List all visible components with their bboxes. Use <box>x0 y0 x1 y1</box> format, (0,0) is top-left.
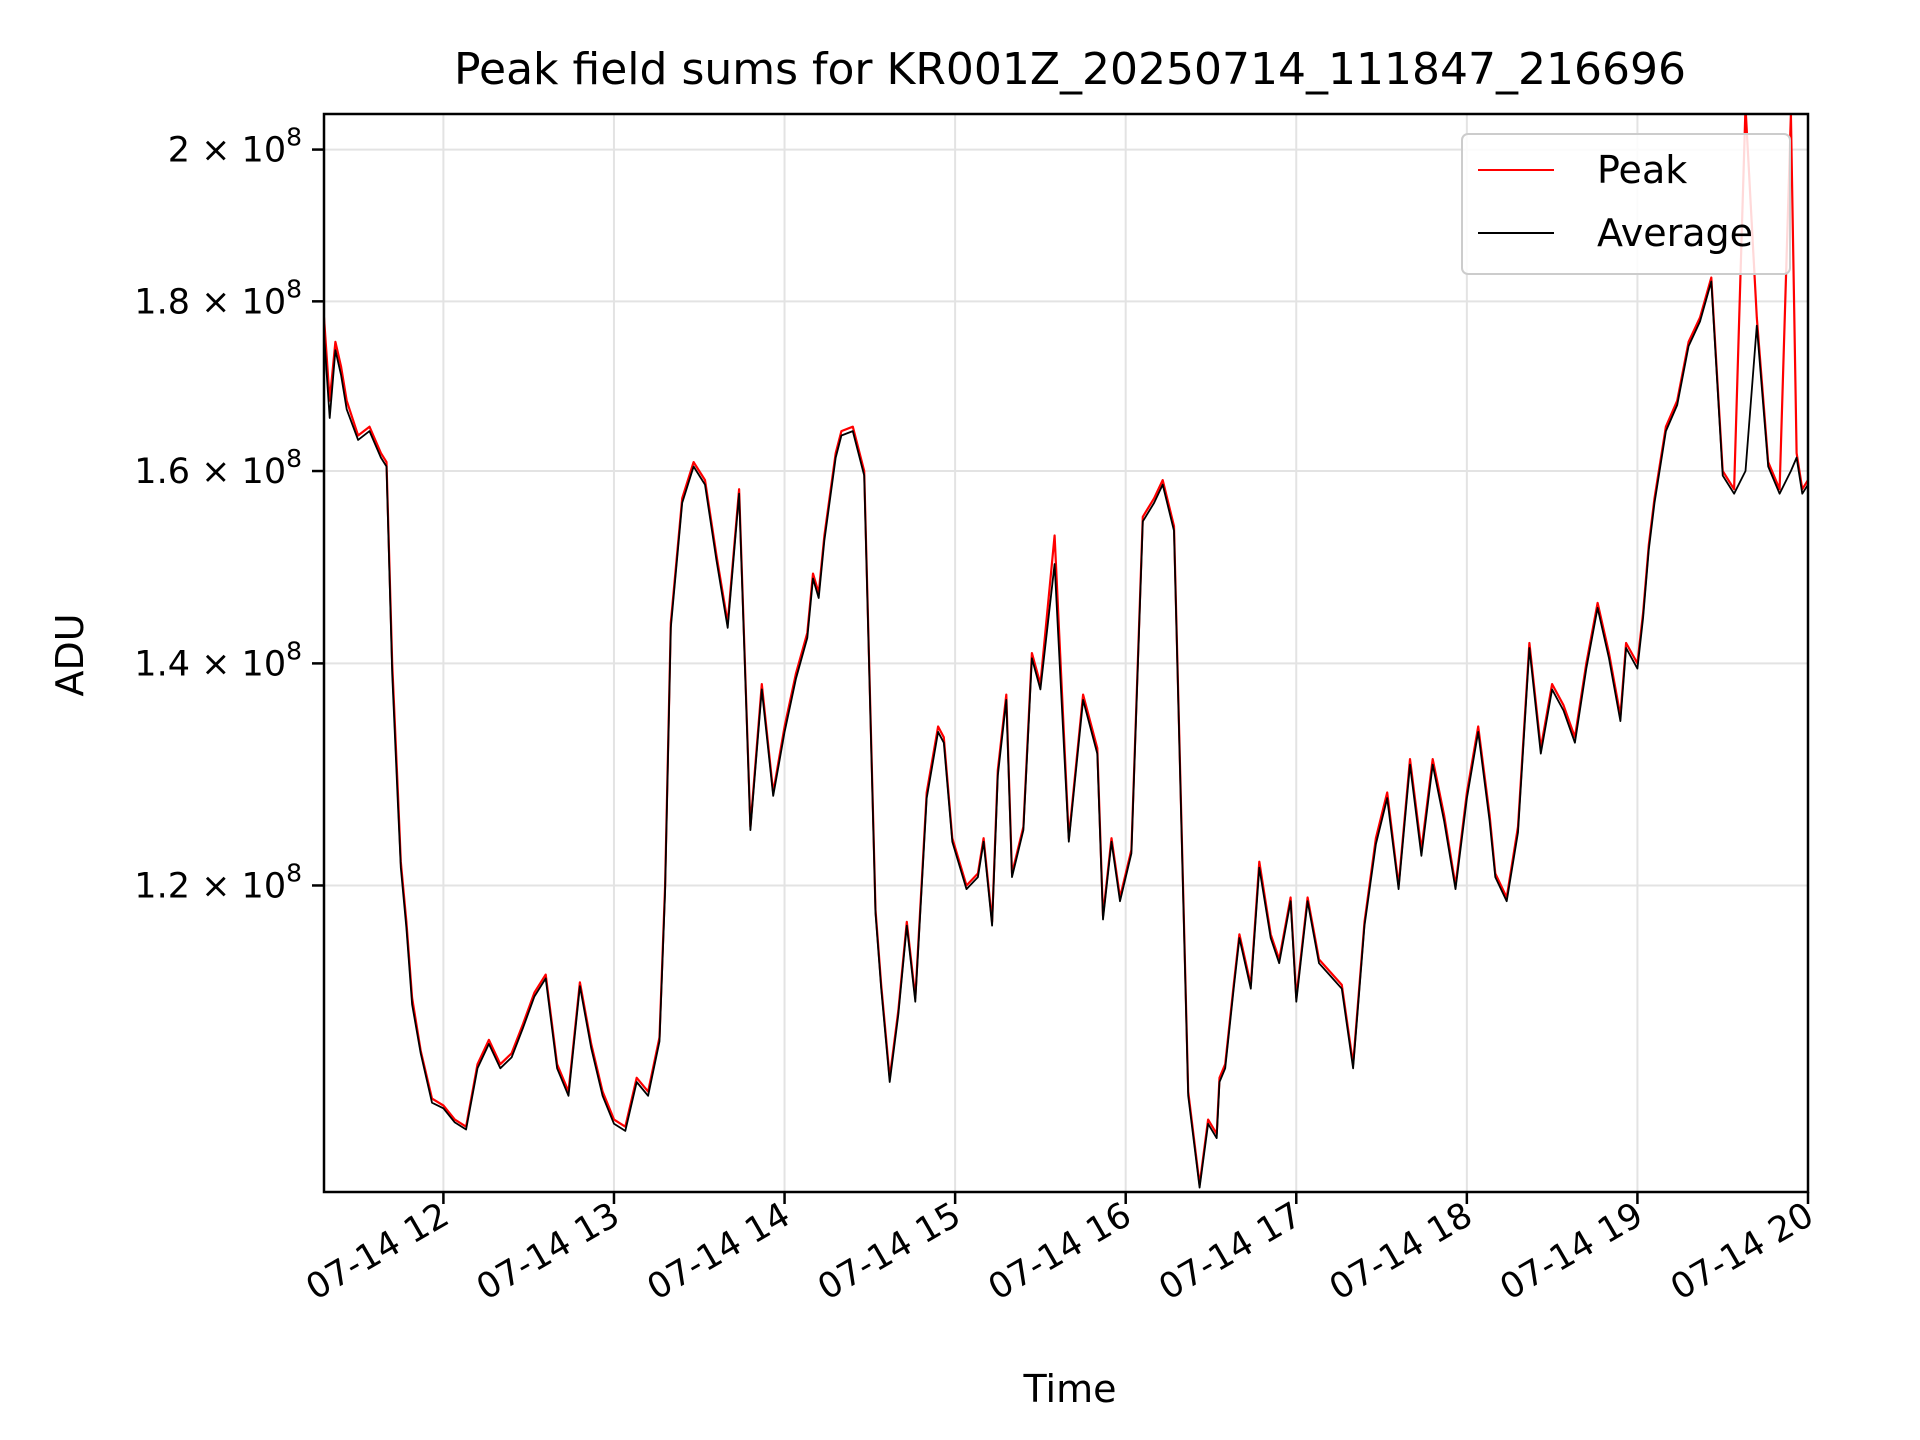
y-tick-label: 1.6 × 108 <box>134 444 302 492</box>
x-tick-label: 07-14 15 <box>811 1195 967 1308</box>
chart-title: Peak field sums for KR001Z_20250714_1118… <box>454 44 1686 95</box>
y-tick-label: 1.8 × 108 <box>134 274 302 322</box>
y-tick-mantissa: 1.6 <box>134 452 190 492</box>
y-tick-mantissa: 2 <box>168 131 190 171</box>
y-tick-times: × 10 <box>190 866 286 906</box>
x-tick-label: 07-14 14 <box>641 1195 797 1308</box>
y-tick-mantissa: 1.2 <box>134 866 190 906</box>
x-tick-label: 07-14 13 <box>470 1195 626 1308</box>
legend: Peak Average <box>1461 133 1791 275</box>
y-tick-label: 1.2 × 108 <box>134 858 302 906</box>
x-tick-label: 07-14 16 <box>982 1195 1138 1308</box>
plot-frame <box>322 112 1810 1194</box>
legend-label-peak: Peak <box>1597 148 1687 192</box>
legend-label-average: Average <box>1597 211 1753 255</box>
x-tick-label: 07-14 12 <box>300 1195 456 1308</box>
y-tick-times: × 10 <box>190 452 286 492</box>
grid <box>324 114 1809 1192</box>
y-tick-exponent: 8 <box>286 444 302 473</box>
x-axis-label: Time <box>1023 1367 1117 1411</box>
x-tick-label: 07-14 19 <box>1494 1195 1650 1308</box>
x-tick-label: 07-14 17 <box>1152 1195 1308 1308</box>
y-tick-exponent: 8 <box>286 858 302 887</box>
y-tick-times: × 10 <box>190 282 286 322</box>
x-tick-label: 07-14 20 <box>1664 1195 1820 1308</box>
y-tick-label: 1.4 × 108 <box>134 636 302 684</box>
x-tick-label: 07-14 18 <box>1323 1195 1479 1308</box>
series-line-average <box>324 280 1808 1189</box>
y-tick-label: 2 × 108 <box>168 123 302 171</box>
y-tick-mantissa: 1.8 <box>134 282 190 322</box>
y-axis-label: ADU <box>48 613 92 696</box>
y-tick-times: × 10 <box>190 131 286 171</box>
y-tick-mantissa: 1.4 <box>134 644 190 684</box>
y-tick-exponent: 8 <box>286 636 302 665</box>
plot-lines <box>324 114 1808 1189</box>
y-tick-exponent: 8 <box>286 274 302 303</box>
y-tick-times: × 10 <box>190 644 286 684</box>
y-tick-exponent: 8 <box>286 123 302 152</box>
